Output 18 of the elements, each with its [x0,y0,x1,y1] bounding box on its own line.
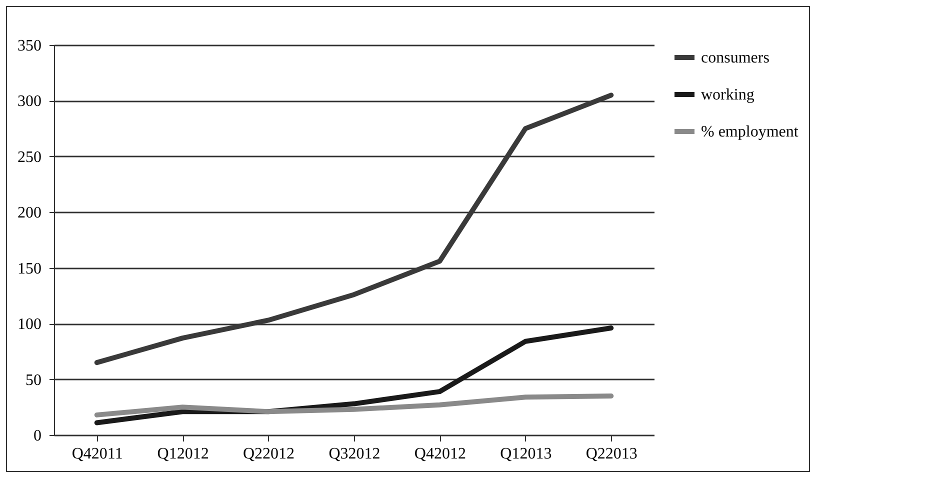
legend-label: consumers [701,50,770,66]
y-tick-label: 100 [18,316,42,334]
y-tick-label: 350 [18,38,42,54]
y-tick-label: 0 [34,428,42,444]
y-tick-label: 50 [26,372,42,389]
x-tick-label: Q22012 [243,446,295,462]
y-tick-label: 250 [18,148,42,166]
y-tick-label: 150 [18,260,42,278]
x-tick-label: Q42011 [72,446,123,462]
y-tick-label: 200 [18,204,42,222]
x-tick-label: Q22013 [586,446,638,462]
y-tick-label: 300 [18,93,42,110]
legend-label: working [701,86,754,104]
x-tick-label: Q12013 [500,446,552,462]
legend-label: % employment [701,124,799,140]
x-tick-label: Q42012 [414,446,466,462]
x-tick-label: Q32012 [328,446,380,462]
x-tick-label: Q12012 [157,446,209,462]
